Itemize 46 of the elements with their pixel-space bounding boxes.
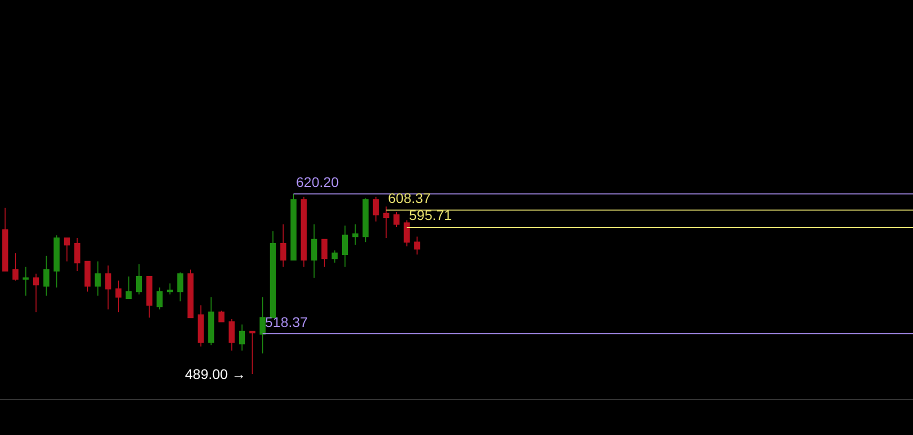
candlestick bbox=[300, 196, 307, 268]
candlestick bbox=[22, 266, 29, 296]
candlestick bbox=[362, 198, 369, 243]
candlestick bbox=[208, 296, 214, 346]
candlestick bbox=[321, 238, 328, 268]
candlestick bbox=[414, 236, 420, 256]
candlestick bbox=[126, 276, 132, 299]
candlestick bbox=[249, 330, 256, 374]
candlestick bbox=[64, 238, 70, 262]
candlestick bbox=[332, 250, 338, 264]
ref-line-label: 620.20 bbox=[296, 174, 340, 190]
annotation: 489.00 → bbox=[185, 366, 246, 382]
candlestick bbox=[74, 238, 80, 272]
candlestick bbox=[105, 265, 112, 310]
candlestick bbox=[311, 224, 318, 278]
candlestick bbox=[383, 206, 390, 239]
candlestick bbox=[177, 272, 184, 302]
candlestick bbox=[260, 296, 266, 354]
candlestick bbox=[12, 252, 18, 282]
candlestick bbox=[290, 193, 297, 260]
candlestick bbox=[352, 224, 358, 246]
candlestick bbox=[198, 304, 204, 347]
candlestick bbox=[84, 260, 91, 292]
candlestick bbox=[404, 220, 410, 247]
candlestick bbox=[280, 224, 286, 268]
candlestick bbox=[156, 286, 163, 310]
candlestick bbox=[239, 324, 246, 352]
candlestick bbox=[188, 269, 194, 318]
candlestick bbox=[146, 276, 152, 318]
candlestick bbox=[94, 260, 101, 296]
ref-line-label: 518.37 bbox=[265, 314, 308, 330]
candlestick bbox=[33, 273, 40, 313]
candlestick bbox=[2, 207, 8, 272]
candlestick bbox=[218, 310, 224, 322]
candlestick bbox=[54, 234, 60, 288]
candlestick bbox=[136, 264, 142, 295]
ref-line-label: 595.71 bbox=[409, 207, 452, 223]
ref-line-label: 608.37 bbox=[388, 190, 432, 206]
candlestick bbox=[166, 282, 173, 295]
candlestick bbox=[228, 318, 235, 352]
candlestick bbox=[43, 255, 50, 296]
candlestick bbox=[115, 280, 122, 313]
candlestick bbox=[393, 211, 400, 228]
candlestick bbox=[270, 230, 276, 318]
candlestick bbox=[372, 196, 379, 222]
candlestick bbox=[342, 225, 348, 268]
